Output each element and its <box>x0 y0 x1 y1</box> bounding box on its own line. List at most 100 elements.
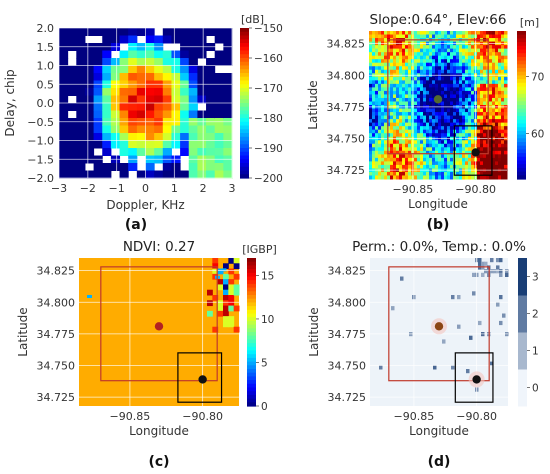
heatmap-cell <box>504 83 508 88</box>
heatmap-cell <box>396 52 400 57</box>
heatmap-cell <box>447 112 451 117</box>
y-tick-label: 0.5 <box>37 78 55 91</box>
heatmap-cell <box>477 122 481 127</box>
heatmap-cell <box>498 140 502 145</box>
heatmap-cell <box>495 34 499 39</box>
heatmap-cell <box>405 150 409 155</box>
heatmap-cell <box>145 110 155 119</box>
heatmap-cell <box>405 59 409 64</box>
heatmap-cell <box>420 94 424 99</box>
heatmap-cell <box>492 38 496 43</box>
heatmap-cell <box>414 48 418 53</box>
heatmap-cell <box>462 112 466 117</box>
y-tick-label: −0.5 <box>27 116 54 129</box>
heatmap-cell <box>450 97 454 102</box>
heatmap-cell <box>471 80 475 85</box>
heatmap-cell <box>495 38 499 43</box>
heatmap-cell <box>171 163 181 171</box>
heatmap-cell <box>387 143 391 148</box>
heatmap-cell <box>369 150 373 155</box>
heatmap-cell <box>414 31 418 36</box>
heatmap-cell <box>372 108 376 113</box>
heatmap-cell <box>489 31 493 36</box>
heatmap-cell <box>492 143 496 148</box>
heatmap-cell <box>369 112 373 117</box>
colorbar-segment <box>240 155 249 160</box>
heatmap-cell <box>459 83 463 88</box>
colorbar-segment <box>240 163 249 168</box>
heatmap-cell <box>498 112 502 117</box>
heatmap-cell <box>393 59 397 64</box>
heatmap-cell <box>408 83 412 88</box>
heatmap-cell <box>495 140 499 145</box>
heatmap-cell <box>447 80 451 85</box>
heatmap-cell <box>93 88 103 96</box>
heatmap-cell <box>471 34 475 39</box>
heatmap-cell <box>489 48 493 53</box>
heatmap-cell <box>387 122 391 127</box>
heatmap-cell <box>480 133 484 138</box>
heatmap-cell <box>468 133 472 138</box>
heatmap-cell <box>459 90 463 95</box>
y-tick-label: 34.825 <box>328 265 367 278</box>
heatmap-cell <box>504 112 508 117</box>
heatmap-cell <box>180 103 190 111</box>
heatmap-cell <box>483 87 487 92</box>
heatmap-cell <box>214 110 224 119</box>
heatmap-cell <box>465 112 469 117</box>
heatmap-cell <box>387 45 391 50</box>
heatmap-cell <box>378 76 382 81</box>
heatmap-cell <box>450 59 454 64</box>
heatmap-cell <box>381 119 385 124</box>
heatmap-cell <box>465 150 469 155</box>
heatmap-cell <box>378 62 382 67</box>
heatmap-cell <box>492 80 496 85</box>
heatmap-cell <box>396 115 400 120</box>
colorbar-tick-label: 10 <box>261 314 274 326</box>
heatmap-cell <box>501 150 505 155</box>
heatmap-cell <box>390 122 394 127</box>
heatmap-cell <box>492 133 496 138</box>
heatmap-cell <box>435 69 439 74</box>
heatmap-cell <box>447 119 451 124</box>
heatmap-cell <box>110 103 121 111</box>
heatmap-cell <box>477 45 481 50</box>
heatmap-cell <box>405 55 409 60</box>
heatmap-cell <box>492 171 496 176</box>
heatmap-cell <box>420 157 424 162</box>
heatmap-cell <box>489 62 493 67</box>
heatmap-cell <box>102 95 112 104</box>
colorbar-segment <box>247 324 256 329</box>
heatmap-cell <box>441 129 445 134</box>
colorbar-segment <box>240 28 249 33</box>
heatmap-cell <box>381 34 385 39</box>
heatmap-cell <box>501 101 505 106</box>
heatmap-cell <box>447 66 451 71</box>
heatmap-cell <box>384 115 388 120</box>
heatmap-cell <box>465 87 469 92</box>
heatmap-cell <box>459 122 463 127</box>
heatmap-cell <box>471 143 475 148</box>
heatmap-cell <box>128 125 138 134</box>
heatmap-cell <box>206 103 216 111</box>
heatmap-cell <box>420 45 424 50</box>
heatmap-cell <box>441 150 445 155</box>
heatmap-cell <box>414 129 418 134</box>
colorbar-segment <box>247 328 256 333</box>
heatmap-cell <box>402 94 406 99</box>
heatmap-cell <box>221 268 227 272</box>
heatmap-cell <box>444 69 448 74</box>
heatmap-cell <box>375 161 379 166</box>
heatmap-cell <box>233 326 240 333</box>
heatmap-cell <box>390 157 394 162</box>
y-tick-label: −2.0 <box>27 172 54 185</box>
heatmap-cell <box>444 34 448 39</box>
heatmap-cell <box>399 129 403 134</box>
heatmap-cell <box>456 45 460 50</box>
heatmap-cell <box>372 31 376 36</box>
heatmap-cell <box>462 59 466 64</box>
heatmap-cell <box>462 164 466 169</box>
heatmap-cell <box>402 80 406 85</box>
heatmap-cell <box>480 52 484 57</box>
heatmap-cell <box>162 148 172 156</box>
